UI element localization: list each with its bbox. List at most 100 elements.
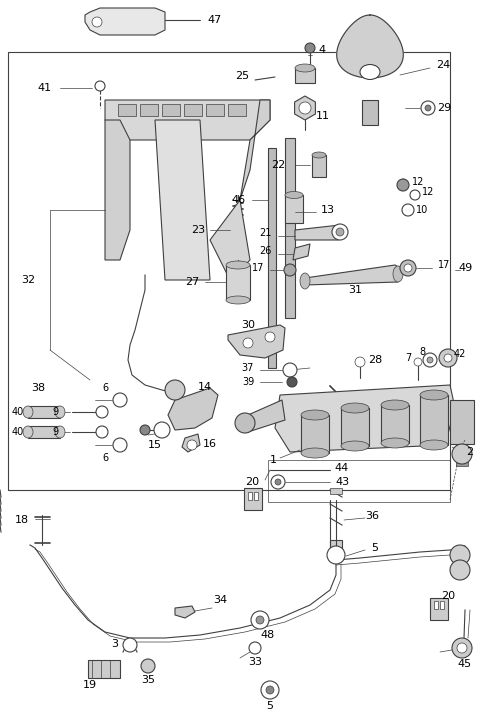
- Ellipse shape: [393, 266, 403, 282]
- Bar: [440, 601, 444, 609]
- Polygon shape: [248, 400, 285, 432]
- Circle shape: [305, 43, 315, 53]
- Text: 13: 13: [321, 205, 335, 215]
- Text: 16: 16: [203, 439, 217, 449]
- Ellipse shape: [285, 191, 303, 199]
- Text: 39: 39: [242, 377, 254, 387]
- Text: 30: 30: [241, 320, 255, 330]
- Circle shape: [92, 17, 102, 27]
- Circle shape: [404, 264, 412, 272]
- Ellipse shape: [23, 406, 33, 418]
- Text: 14: 14: [198, 382, 212, 392]
- Text: 37: 37: [242, 363, 254, 373]
- Circle shape: [425, 105, 431, 111]
- Bar: [420, 395, 448, 445]
- Polygon shape: [240, 100, 270, 200]
- Circle shape: [452, 638, 472, 658]
- Circle shape: [141, 659, 155, 673]
- Ellipse shape: [295, 64, 315, 72]
- Bar: [118, 104, 136, 116]
- Ellipse shape: [420, 440, 448, 450]
- Circle shape: [457, 643, 467, 653]
- Text: 21: 21: [259, 228, 271, 238]
- Circle shape: [427, 357, 433, 363]
- Text: 12: 12: [412, 177, 424, 187]
- Text: 47: 47: [208, 15, 222, 25]
- Polygon shape: [105, 100, 270, 140]
- Circle shape: [95, 81, 105, 91]
- Bar: [228, 104, 246, 116]
- Circle shape: [123, 638, 137, 652]
- Circle shape: [355, 357, 365, 367]
- Circle shape: [397, 179, 409, 191]
- Bar: [285, 195, 303, 223]
- Text: 1: 1: [269, 455, 276, 465]
- Bar: [28, 426, 60, 438]
- Text: 4: 4: [318, 45, 325, 55]
- Ellipse shape: [381, 400, 409, 410]
- Polygon shape: [85, 8, 165, 35]
- Text: 20: 20: [441, 591, 455, 601]
- Circle shape: [423, 353, 437, 367]
- Circle shape: [284, 264, 296, 276]
- Text: 31: 31: [348, 285, 362, 295]
- Text: 45: 45: [458, 659, 472, 669]
- Ellipse shape: [420, 390, 448, 400]
- Polygon shape: [210, 200, 250, 280]
- Bar: [254, 492, 258, 500]
- Text: 38: 38: [31, 383, 45, 393]
- Bar: [381, 405, 409, 443]
- Ellipse shape: [300, 273, 310, 289]
- Ellipse shape: [381, 438, 409, 448]
- Polygon shape: [155, 120, 210, 280]
- Text: 29: 29: [437, 103, 451, 113]
- Circle shape: [421, 101, 435, 115]
- Circle shape: [450, 560, 470, 580]
- Bar: [295, 68, 315, 83]
- Bar: [268, 460, 450, 502]
- Circle shape: [275, 479, 281, 485]
- Bar: [450, 400, 474, 444]
- Polygon shape: [295, 96, 315, 120]
- Text: 7: 7: [405, 353, 411, 363]
- Bar: [285, 138, 295, 318]
- Circle shape: [402, 204, 414, 216]
- Text: 3: 3: [111, 639, 119, 649]
- Text: 17: 17: [252, 263, 264, 273]
- Text: 46: 46: [231, 195, 245, 205]
- Text: 42: 42: [454, 349, 466, 359]
- Text: 41: 41: [38, 83, 52, 93]
- Polygon shape: [175, 606, 195, 618]
- Text: 36: 36: [365, 511, 379, 521]
- Polygon shape: [305, 265, 400, 285]
- Text: 11: 11: [316, 111, 330, 121]
- Circle shape: [140, 425, 150, 435]
- Circle shape: [271, 475, 285, 489]
- Text: 17: 17: [438, 260, 450, 270]
- Text: 8: 8: [419, 347, 425, 357]
- Bar: [301, 415, 329, 453]
- Text: 19: 19: [83, 680, 97, 690]
- Text: 25: 25: [235, 71, 249, 81]
- Polygon shape: [336, 15, 403, 78]
- Circle shape: [410, 190, 420, 200]
- Circle shape: [265, 332, 275, 342]
- Polygon shape: [275, 385, 455, 452]
- Text: 22: 22: [271, 160, 285, 170]
- Ellipse shape: [301, 448, 329, 458]
- Text: 43: 43: [335, 477, 349, 487]
- Polygon shape: [228, 325, 285, 358]
- Bar: [140, 104, 158, 116]
- Polygon shape: [168, 388, 218, 430]
- Circle shape: [256, 616, 264, 624]
- Bar: [430, 598, 448, 620]
- Bar: [312, 155, 326, 177]
- Circle shape: [154, 422, 170, 438]
- Bar: [268, 148, 276, 368]
- Circle shape: [299, 102, 311, 114]
- Bar: [244, 488, 262, 510]
- Circle shape: [414, 358, 422, 366]
- Text: 5: 5: [372, 543, 379, 553]
- Circle shape: [332, 224, 348, 240]
- Circle shape: [243, 338, 253, 348]
